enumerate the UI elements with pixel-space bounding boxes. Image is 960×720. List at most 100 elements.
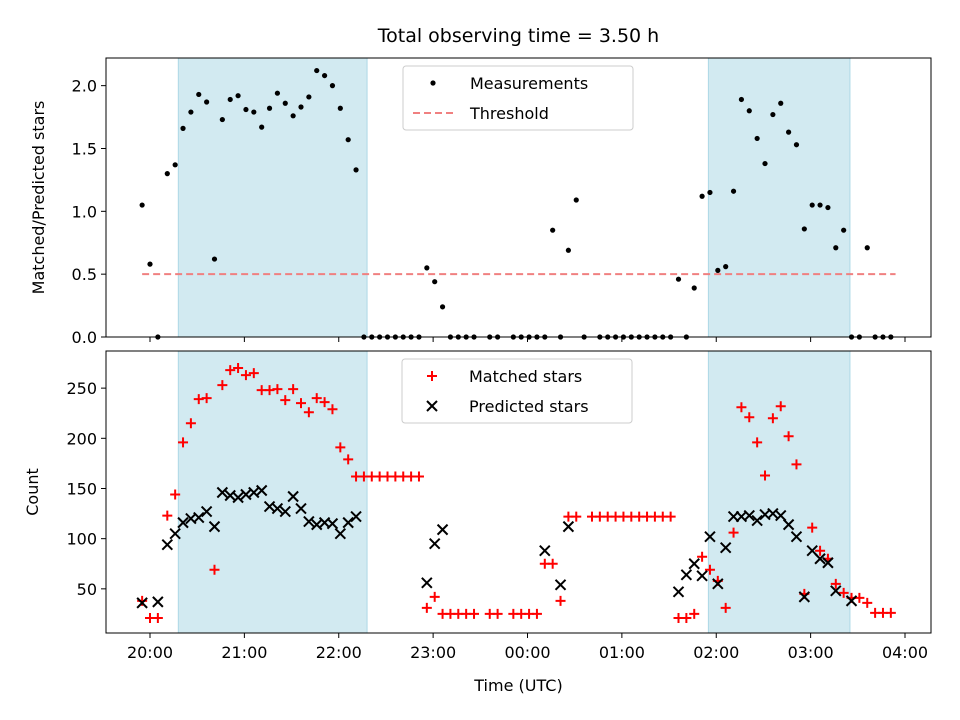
axes-frame [105, 57, 932, 338]
data-point [319, 397, 330, 408]
y-tick-label: 1.5 [72, 139, 97, 158]
data-point [424, 265, 430, 271]
data-point [217, 380, 228, 391]
data-point [691, 285, 697, 291]
data-point [743, 509, 755, 522]
data-point [554, 579, 567, 591]
data-point [699, 193, 705, 199]
data-point [672, 586, 685, 598]
data-point [555, 595, 566, 606]
data-point [353, 167, 359, 173]
data-point [193, 511, 205, 524]
data-point [801, 226, 807, 232]
data-point [329, 83, 336, 89]
data-point [547, 558, 558, 569]
data-point [240, 370, 251, 381]
data-point [760, 470, 771, 481]
data-point [746, 108, 752, 114]
data-point [492, 608, 503, 619]
data-point [429, 591, 440, 602]
data-point [720, 602, 731, 613]
data-point [815, 545, 826, 556]
data-point [180, 125, 186, 131]
top-panel: 0.0 0.5 1.0 1.5 2.0 Matched/Predicted stars To… [29, 25, 932, 347]
legend-marker [427, 371, 437, 381]
data-point [337, 105, 343, 111]
data-point [311, 393, 322, 404]
data-point [738, 96, 745, 103]
legend-label: Threshold [469, 104, 549, 123]
data-point [216, 486, 229, 499]
data-point [264, 385, 275, 396]
data-point [562, 520, 575, 533]
data-point [712, 578, 724, 590]
data-point [235, 93, 241, 99]
data-point [287, 490, 299, 503]
data-point [147, 261, 153, 267]
y-tick-label: 150 [66, 479, 97, 498]
data-point [790, 530, 803, 543]
data-point [838, 587, 849, 598]
data-point [193, 394, 204, 405]
data-point [688, 558, 700, 570]
shaded-interval-2 [707, 350, 851, 634]
data-point [696, 570, 708, 582]
data-point [272, 384, 283, 395]
data-point [136, 597, 148, 609]
data-point [825, 204, 831, 211]
data-point [188, 109, 194, 115]
data-point [227, 96, 233, 103]
x-axis-label: Time (UTC) [473, 676, 562, 695]
data-point [817, 202, 823, 208]
data-point [665, 511, 676, 522]
data-point [334, 527, 347, 540]
data-point [573, 197, 579, 203]
data-point [786, 129, 792, 135]
x-tick-label: 01:00 [599, 643, 645, 662]
data-point [833, 245, 839, 251]
data-point [177, 516, 189, 529]
data-point [728, 527, 739, 538]
y-tick-label: 200 [66, 429, 97, 448]
data-point [172, 162, 178, 168]
data-point [432, 279, 438, 285]
data-point [845, 595, 858, 607]
data-point [280, 395, 291, 406]
data-point [715, 267, 721, 273]
data-point [314, 67, 320, 74]
data-point [571, 511, 582, 522]
data-point [436, 523, 449, 536]
data-point [413, 471, 424, 482]
legend-marker [430, 80, 436, 86]
y-tick-label: 250 [66, 379, 97, 398]
data-point [719, 541, 732, 554]
series-predicted-stars [136, 484, 858, 609]
data-point [248, 368, 259, 379]
x-tick-label: 02:00 [693, 643, 739, 662]
x-tick-label: 23:00 [410, 643, 456, 662]
data-point [274, 90, 281, 96]
series-matched-stars [137, 363, 896, 623]
data-point [303, 515, 315, 528]
data-point [298, 104, 304, 110]
data-point [681, 612, 692, 623]
legend-box [401, 358, 633, 424]
data-point [550, 227, 556, 233]
y-tick-label: 0.0 [72, 328, 97, 347]
data-point [752, 437, 763, 448]
data-point [675, 276, 682, 282]
data-point [775, 509, 787, 522]
legend-label: Predicted stars [469, 397, 589, 416]
data-point [830, 578, 841, 589]
data-point [152, 596, 164, 608]
x-tick-label: 20:00 [127, 643, 173, 662]
x-tick-label: 00:00 [504, 643, 550, 662]
data-point [783, 431, 794, 442]
data-point [306, 94, 312, 100]
data-point [428, 537, 441, 550]
data-point [854, 592, 865, 603]
legend-marker [426, 400, 438, 412]
data-point [830, 585, 842, 597]
chart-title: Total observing time = 3.50 h [377, 25, 659, 47]
data-point [807, 522, 818, 533]
